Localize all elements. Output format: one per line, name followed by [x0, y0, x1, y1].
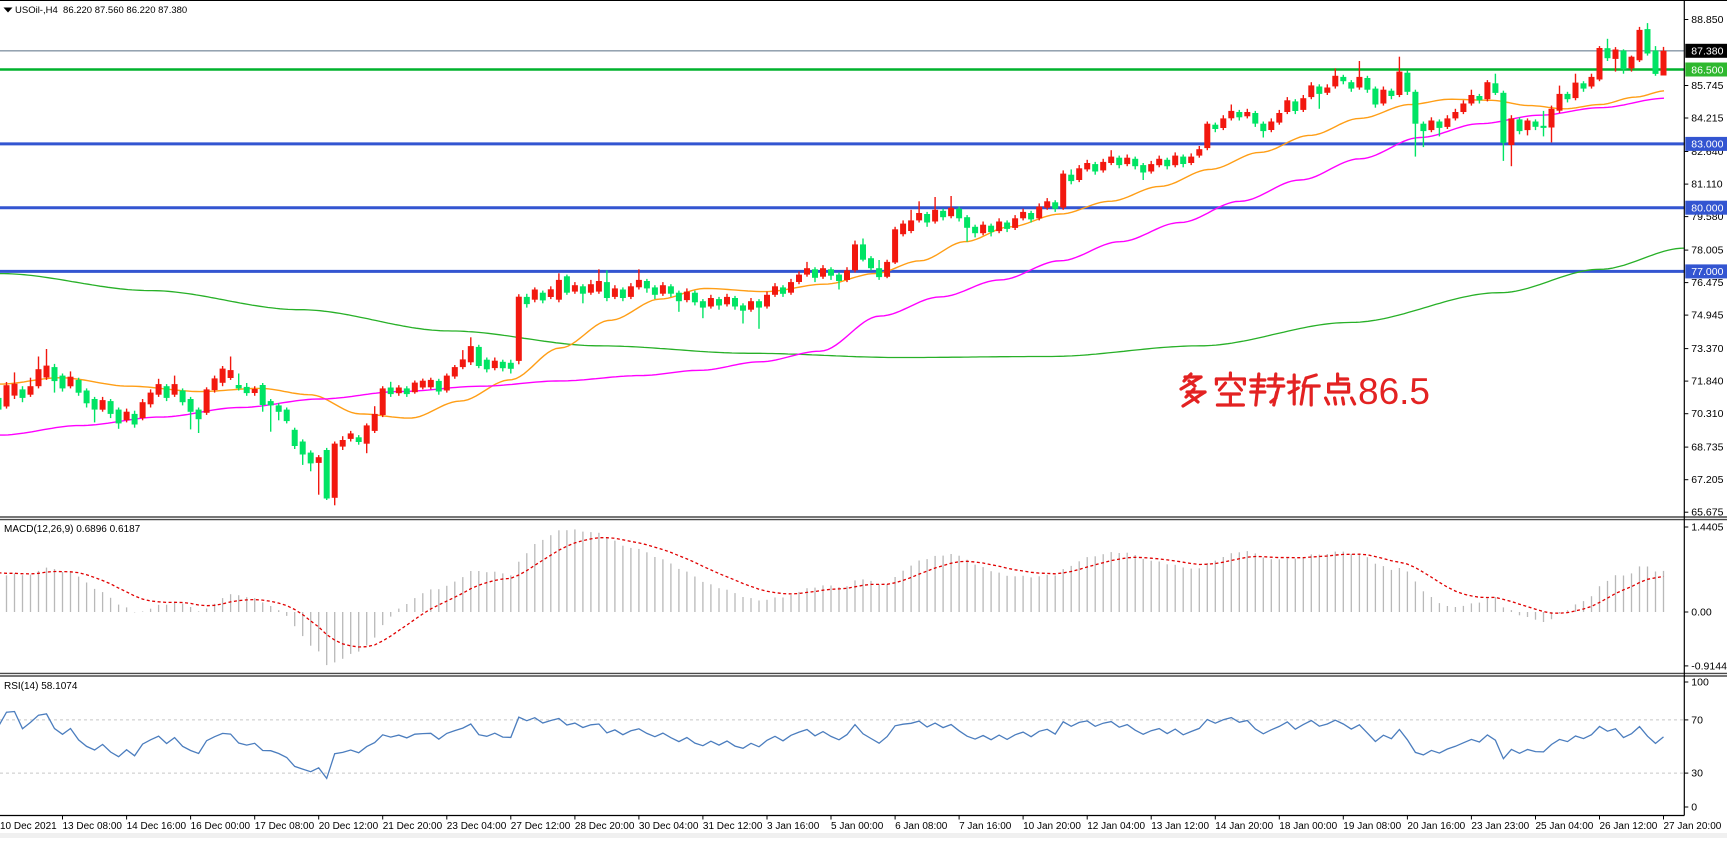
svg-text:30: 30 [1691, 768, 1703, 780]
svg-text:23 Jan 23:00: 23 Jan 23:00 [1471, 821, 1529, 832]
svg-text:25 Jan 04:00: 25 Jan 04:00 [1536, 821, 1594, 832]
svg-text:31 Dec 12:00: 31 Dec 12:00 [703, 821, 763, 832]
svg-text:68.735: 68.735 [1691, 442, 1723, 454]
svg-text:19 Jan 08:00: 19 Jan 08:00 [1343, 821, 1401, 832]
svg-text:21 Dec 20:00: 21 Dec 20:00 [383, 821, 443, 832]
svg-text:18 Jan 00:00: 18 Jan 00:00 [1279, 821, 1337, 832]
svg-text:0: 0 [1691, 802, 1697, 814]
svg-text:16 Dec 00:00: 16 Dec 00:00 [191, 821, 251, 832]
svg-text:100: 100 [1691, 677, 1709, 689]
svg-text:87.380: 87.380 [1691, 46, 1723, 58]
svg-text:80.000: 80.000 [1691, 203, 1723, 215]
svg-text:28 Dec 20:00: 28 Dec 20:00 [575, 821, 635, 832]
svg-text:12 Jan 04:00: 12 Jan 04:00 [1087, 821, 1145, 832]
svg-text:70: 70 [1691, 714, 1703, 726]
svg-text:13 Dec 08:00: 13 Dec 08:00 [63, 821, 123, 832]
svg-text:81.110: 81.110 [1691, 179, 1722, 191]
svg-text:RSI(14) 58.1074: RSI(14) 58.1074 [4, 681, 78, 692]
svg-text:13 Jan 12:00: 13 Jan 12:00 [1151, 821, 1209, 832]
svg-text:86.500: 86.500 [1691, 64, 1723, 76]
svg-text:73.370: 73.370 [1691, 343, 1723, 355]
svg-text:30 Dec 04:00: 30 Dec 04:00 [639, 821, 699, 832]
svg-text:10 Jan 20:00: 10 Jan 20:00 [1023, 821, 1081, 832]
svg-text:84.215: 84.215 [1691, 113, 1723, 125]
svg-text:83.000: 83.000 [1691, 139, 1723, 151]
svg-text:71.840: 71.840 [1691, 376, 1723, 388]
svg-text:65.675: 65.675 [1691, 507, 1723, 519]
svg-text:17 Dec 08:00: 17 Dec 08:00 [255, 821, 315, 832]
svg-text:70.310: 70.310 [1691, 408, 1723, 420]
svg-text:74.945: 74.945 [1691, 310, 1723, 322]
svg-text:20 Jan 16:00: 20 Jan 16:00 [1407, 821, 1465, 832]
svg-text:26 Jan 12:00: 26 Jan 12:00 [1600, 821, 1658, 832]
svg-text:5 Jan 00:00: 5 Jan 00:00 [831, 821, 884, 832]
svg-text:-0.9144: -0.9144 [1691, 660, 1727, 672]
svg-text:86.5: 86.5 [1358, 371, 1430, 412]
svg-text:10 Dec 2021: 10 Dec 2021 [0, 821, 57, 832]
svg-text:3 Jan 16:00: 3 Jan 16:00 [767, 821, 820, 832]
svg-text:77.000: 77.000 [1691, 266, 1723, 278]
svg-text:1.4405: 1.4405 [1691, 522, 1723, 534]
svg-text:0.00: 0.00 [1691, 607, 1712, 619]
svg-text:20 Dec 12:00: 20 Dec 12:00 [319, 821, 379, 832]
svg-text:14 Dec 16:00: 14 Dec 16:00 [127, 821, 187, 832]
svg-text:76.475: 76.475 [1691, 277, 1723, 289]
svg-text:14 Jan 20:00: 14 Jan 20:00 [1215, 821, 1273, 832]
svg-text:23 Dec 04:00: 23 Dec 04:00 [447, 821, 507, 832]
svg-text:7 Jan 16:00: 7 Jan 16:00 [959, 821, 1012, 832]
svg-text:6 Jan 08:00: 6 Jan 08:00 [895, 821, 948, 832]
svg-text:27 Jan 20:00: 27 Jan 20:00 [1664, 821, 1722, 832]
svg-text:27 Dec 12:00: 27 Dec 12:00 [511, 821, 571, 832]
svg-text:USOil-,H4 86.220 87.560 86.22: USOil-,H4 86.220 87.560 86.220 87.380 [15, 5, 187, 16]
svg-text:78.005: 78.005 [1691, 245, 1723, 257]
svg-text:85.745: 85.745 [1691, 80, 1723, 92]
svg-text:88.850: 88.850 [1691, 14, 1723, 26]
svg-text:MACD(12,26,9) 0.6896 0.6187: MACD(12,26,9) 0.6896 0.6187 [4, 524, 141, 535]
svg-text:67.205: 67.205 [1691, 474, 1723, 486]
